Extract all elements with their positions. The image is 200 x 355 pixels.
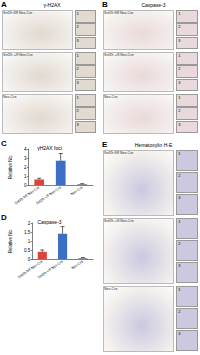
svg-text:Snf2h fl/fl Nes-Cre: Snf2h fl/fl Nes-Cre: [14, 185, 41, 206]
html-text:1: 1: [76, 53, 79, 58]
html-text:Nes-Cre: Nes-Cre: [104, 95, 118, 99]
html-text:2: 2: [76, 24, 79, 30]
html-text:1: 1: [76, 11, 79, 16]
html-text:B: B: [102, 0, 108, 9]
html-text:2: 2: [76, 66, 79, 72]
svg-text:Nes-Cre: Nes-Cre: [71, 259, 84, 270]
html-text:1: 1: [178, 53, 181, 58]
svg-text:0: 0: [24, 183, 27, 188]
html-text:1: 1: [178, 151, 181, 156]
html-text:A: A: [1, 0, 7, 9]
html-text:3: 3: [178, 79, 181, 85]
html-text:2: 2: [178, 108, 181, 114]
html-text:1: 1: [76, 95, 79, 100]
svg-text:Snf2h +/fl Nes-Cre: Snf2h +/fl Nes-Cre: [37, 259, 64, 279]
html-text:2: 2: [76, 108, 79, 114]
svg-text:0: 0: [28, 257, 31, 262]
svg-text:Caspase-3: Caspase-3: [37, 219, 61, 225]
html-text:1: 1: [178, 11, 181, 16]
svg-text:γH2AX foci: γH2AX foci: [37, 145, 62, 151]
html-text:E: E: [102, 140, 108, 149]
html-text:3: 3: [178, 195, 181, 201]
html-text:1: 1: [178, 95, 181, 100]
html-text:Snf2h +/fl Nes-Cre: Snf2h +/fl Nes-Cre: [104, 53, 134, 57]
html-text:1: 1: [178, 219, 181, 224]
svg-text:1.5: 1.5: [24, 230, 31, 235]
html-text:Snf2h fl/fl Nes-Cre: Snf2h fl/fl Nes-Cre: [104, 151, 134, 155]
svg-text:2: 2: [24, 165, 27, 170]
html-text:Snf2h fl/fl Nes-Cre: Snf2h fl/fl Nes-Cre: [104, 11, 134, 15]
svg-text:2: 2: [28, 221, 31, 226]
html-text:3: 3: [178, 121, 181, 127]
html-text:2: 2: [178, 173, 181, 178]
html-text:Nes-Cre: Nes-Cre: [104, 287, 118, 291]
html-text:1: 1: [178, 287, 181, 292]
html-text:3: 3: [178, 263, 181, 269]
html-text:2: 2: [178, 309, 181, 314]
html-text:Snf2h fl/fl Nes-Cre: Snf2h fl/fl Nes-Cre: [3, 11, 33, 15]
html-text:Snf2h +/fl Nes-Cre: Snf2h +/fl Nes-Cre: [3, 53, 33, 57]
svg-text:Relative No.: Relative No.: [8, 155, 13, 180]
html-text:2: 2: [178, 66, 181, 72]
svg-text:Snf2h +/fl Nes-Cre: Snf2h +/fl Nes-Cre: [35, 185, 62, 205]
html-text:D: D: [1, 213, 7, 222]
html-text:Caspase-3: Caspase-3: [141, 2, 166, 8]
svg-text:Relative No.: Relative No.: [8, 229, 13, 254]
svg-text:4: 4: [24, 147, 27, 152]
html-text:3: 3: [76, 79, 79, 85]
html-text:Hematoxylin H-E: Hematoxylin H-E: [134, 142, 173, 148]
html-text:3: 3: [76, 37, 79, 43]
html-text:3: 3: [76, 121, 79, 127]
html-text:Snf2h +/fl Nes-Cre: Snf2h +/fl Nes-Cre: [104, 219, 134, 223]
html-text:2: 2: [178, 24, 181, 30]
svg-text:Nes-Cre: Nes-Cre: [70, 185, 83, 196]
svg-text:1: 1: [24, 174, 27, 179]
svg-text:0.5: 0.5: [24, 248, 31, 253]
svg-text:Snf2h fl/fl Nes-Cre: Snf2h fl/fl Nes-Cre: [17, 259, 44, 280]
svg-text:3: 3: [24, 156, 27, 161]
html-text:γ-H2AX: γ-H2AX: [43, 2, 61, 8]
html-text:3: 3: [178, 37, 181, 43]
html-text:Nes-Cre: Nes-Cre: [3, 95, 17, 99]
html-text:C: C: [1, 139, 7, 148]
html-text:2: 2: [178, 241, 181, 246]
html-text:3: 3: [178, 331, 181, 337]
svg-text:1: 1: [28, 239, 31, 244]
